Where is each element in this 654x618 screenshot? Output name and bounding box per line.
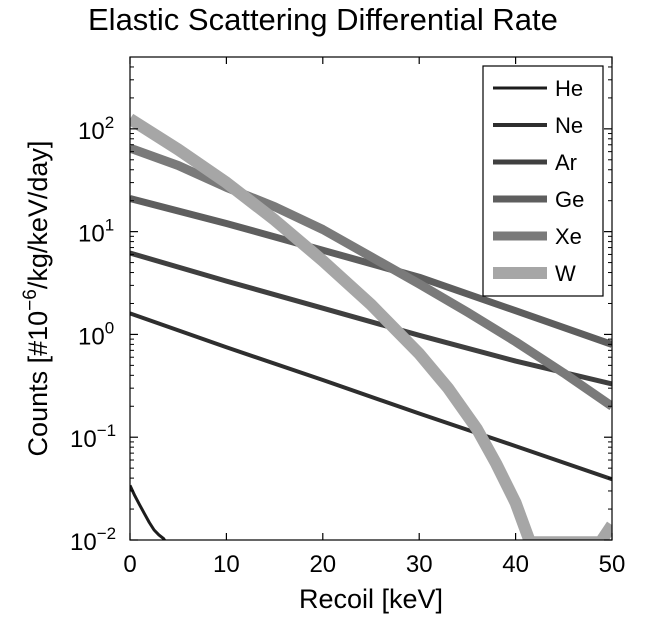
x-axis-label: Recoil [keV]	[299, 584, 443, 614]
series-line-xe	[130, 143, 612, 411]
x-tick-label: 40	[502, 551, 529, 578]
y-tick-label: 102	[78, 113, 114, 145]
legend-box	[482, 65, 604, 297]
y-axis-label: Counts [#10−6/kg/keV/day]	[20, 141, 53, 457]
series-line-ge	[130, 195, 612, 348]
x-tick-label: 10	[213, 551, 240, 578]
legend-label-xe: Xe	[555, 224, 582, 249]
y-tick-label: 10−2	[70, 524, 116, 556]
y-tick-label: 10−1	[70, 421, 116, 453]
x-tick-label: 50	[599, 551, 626, 578]
x-tick-label: 0	[123, 551, 136, 578]
x-tick-label: 20	[309, 551, 336, 578]
legend-label-w: W	[555, 261, 576, 286]
legend-label-ne: Ne	[555, 113, 583, 138]
y-tick-label: 101	[78, 216, 114, 248]
series-line-he	[130, 484, 166, 540]
legend-label-ge: Ge	[555, 187, 584, 212]
legend: He Ne Ar Ge Xe W	[482, 65, 604, 297]
series-line-w	[130, 113, 612, 540]
series-line-ar	[130, 250, 612, 387]
series-group	[130, 113, 612, 540]
y-tick-label: 100	[78, 318, 114, 350]
x-tick-label: 30	[406, 551, 433, 578]
legend-label-ar: Ar	[555, 150, 577, 175]
series-line-ne	[130, 311, 612, 482]
plot-frame	[129, 56, 613, 541]
chart-title: Elastic Scattering Differential Rate	[88, 2, 558, 37]
legend-label-he: He	[555, 76, 583, 101]
